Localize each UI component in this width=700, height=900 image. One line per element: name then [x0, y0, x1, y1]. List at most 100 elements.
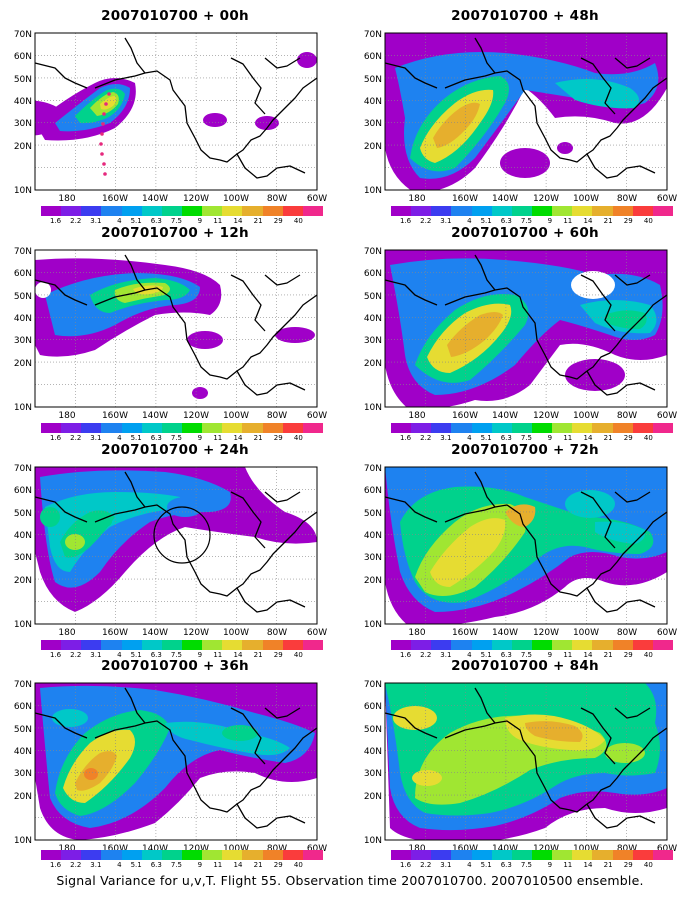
- colorbar-tick-label: 29: [273, 651, 283, 659]
- colorbar-tick-label: 40: [293, 861, 303, 869]
- colorbar-tick-label: 4: [117, 651, 122, 659]
- colorbar-swatch: [181, 640, 203, 650]
- colorbar-swatch: [282, 206, 303, 216]
- colorbar-swatch: [552, 423, 573, 433]
- colorbar-tick-label: 6.3: [150, 217, 162, 225]
- colorbar-swatch: [451, 850, 472, 860]
- colorbar-tick-label: 9: [197, 217, 203, 225]
- colorbar-swatch: [141, 423, 162, 433]
- y-tick-label: 70N: [364, 247, 382, 257]
- colorbar-tick-label: 3.1: [440, 217, 452, 225]
- y-tick-label: 10N: [14, 186, 32, 196]
- colorbar-swatch: [552, 850, 573, 860]
- colorbar-tick-label: 40: [293, 434, 303, 442]
- colorbar-swatch: [572, 850, 593, 860]
- colorbar-swatch: [431, 640, 452, 650]
- colorbar-tick-label: 1.6: [50, 217, 62, 225]
- colorbar-tick-label: 29: [623, 434, 633, 442]
- colorbar-tick-label: 9: [197, 434, 203, 442]
- colorbar-swatch: [411, 206, 432, 216]
- map-plot: 70N 60N 50N 40N 30N 20N 10N 180 160W 140…: [14, 680, 327, 854]
- y-tick-label: 30N: [14, 336, 32, 346]
- x-tick-label: 80W: [617, 628, 637, 638]
- map-panel-60h: 2007010700 + 60h 70N 60: [355, 225, 695, 442]
- colorbar-swatch: [431, 206, 452, 216]
- x-tick-label: 120W: [533, 194, 559, 204]
- colorbar-swatch: [302, 423, 323, 433]
- panel-title: 2007010700 + 00h: [101, 8, 249, 24]
- colorbar-swatch: [81, 850, 102, 860]
- colorbar-tick-label: 9: [197, 861, 203, 869]
- colorbar-tick-label: 21: [253, 651, 263, 659]
- y-tick-label: 70N: [14, 30, 32, 40]
- colorbar-swatch: [632, 206, 653, 216]
- x-tick-label: 120W: [183, 411, 209, 421]
- colorbar-tick-label: 3.1: [440, 651, 452, 659]
- colorbar-tick-spacer: [653, 860, 673, 870]
- x-tick-label: 100W: [223, 194, 249, 204]
- colorbar-tick-label: 5.1: [480, 217, 492, 225]
- x-tick-label: 140W: [142, 411, 168, 421]
- y-tick-label: 40N: [364, 314, 382, 324]
- colorbar-swatch: [592, 423, 613, 433]
- colorbar-tick-label: 6.3: [500, 217, 512, 225]
- y-tick-label: 40N: [14, 747, 32, 757]
- x-tick-label: 160W: [452, 628, 478, 638]
- y-tick-label: 40N: [14, 97, 32, 107]
- colorbar-tick-label: 1.6: [400, 434, 412, 442]
- colorbar-tick-label: 9: [547, 861, 553, 869]
- colorbar-tick-label: 21: [253, 217, 263, 225]
- y-tick-label: 30N: [364, 336, 382, 346]
- x-tick-label: 60W: [657, 194, 677, 204]
- panel-title: 2007010700 + 60h: [451, 225, 599, 241]
- map-panel-12h: 2007010700 + 12h 70N 60: [5, 225, 345, 442]
- colorbar-tick-label: 5.1: [130, 651, 142, 659]
- x-tick-label: 60W: [307, 844, 327, 854]
- colorbar-swatch: [612, 850, 633, 860]
- colorbar-tick-label: 5.1: [130, 434, 142, 442]
- colorbar-tick-label: 40: [643, 217, 653, 225]
- colorbar-swatch: [491, 206, 512, 216]
- colorbar-tick-label: 7.5: [520, 217, 532, 225]
- x-tick-label: 180: [58, 411, 75, 421]
- colorbar-labels: 1.6 2.2 3.1 4 5.1 6.3 7.5 9 11 14 21 29 40: [41, 650, 323, 660]
- colorbar-swatch: [652, 423, 673, 433]
- x-tick-label: 180: [408, 411, 425, 421]
- x-tick-label: 100W: [223, 628, 249, 638]
- x-tick-label: 80W: [267, 411, 287, 421]
- x-tick-label: 120W: [183, 844, 209, 854]
- panel-title: 2007010700 + 48h: [451, 8, 599, 24]
- colorbar-swatch: [612, 423, 633, 433]
- colorbar-tick-label: 29: [623, 217, 633, 225]
- colorbar-swatch: [242, 423, 263, 433]
- map-panel-84h: 2007010700 + 84h 70N 60: [355, 658, 695, 870]
- y-tick-label: 60N: [364, 486, 382, 496]
- y-tick-label: 10N: [364, 403, 382, 413]
- map-panel-00h: 2007010700 + 00h: [5, 8, 345, 225]
- colorbar-swatch: [161, 423, 182, 433]
- colorbar-tick-label: 6.3: [500, 861, 512, 869]
- colorbar-tick-label: 40: [293, 651, 303, 659]
- colorbar-swatch: [572, 640, 593, 650]
- colorbar-tick-label: 6.3: [500, 434, 512, 442]
- y-tick-label: 30N: [364, 119, 382, 129]
- colorbar-swatch: [61, 640, 82, 650]
- colorbar-swatch: [552, 206, 573, 216]
- colorbar-tick-label: 2.2: [70, 217, 82, 225]
- y-tick-label: 60N: [364, 269, 382, 279]
- colorbar-tick-label: 5.1: [480, 434, 492, 442]
- colorbar-tick-label: 4: [467, 861, 472, 869]
- x-tick-label: 120W: [533, 411, 559, 421]
- colorbar-swatch: [181, 206, 203, 216]
- x-tick-label: 160W: [102, 411, 128, 421]
- colorbar: [41, 850, 323, 860]
- y-tick-label: 60N: [14, 702, 32, 712]
- colorbar-swatch: [161, 850, 182, 860]
- y-tick-label: 70N: [364, 30, 382, 40]
- colorbar-swatch: [121, 423, 142, 433]
- colorbar-swatch: [491, 850, 512, 860]
- x-tick-label: 100W: [573, 411, 599, 421]
- colorbar-swatch: [431, 423, 452, 433]
- y-tick-label: 20N: [364, 142, 382, 152]
- x-tick-label: 80W: [617, 194, 637, 204]
